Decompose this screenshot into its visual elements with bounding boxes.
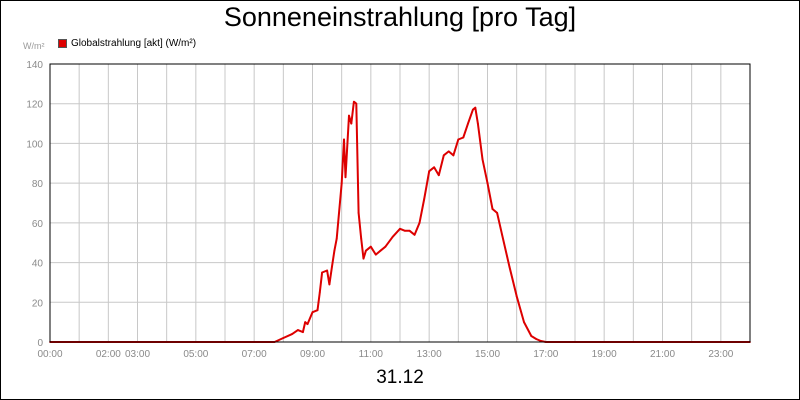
y-axis-unit-label: W/m² (23, 41, 45, 51)
data-point (472, 108, 474, 111)
x-tick-label: 19:00 (592, 349, 617, 360)
x-tick-label: 02:00 (96, 349, 121, 360)
x-tick-label: 00:00 (37, 349, 62, 360)
data-point (474, 106, 477, 109)
data-point (297, 329, 299, 331)
data-point (344, 176, 347, 179)
data-point (282, 337, 285, 339)
y-tick-label: 60 (32, 219, 44, 230)
y-tick-label: 40 (32, 259, 44, 270)
data-point (496, 212, 499, 214)
data-point (404, 229, 406, 232)
data-point (343, 138, 345, 141)
data-point (318, 291, 321, 294)
data-point (423, 198, 426, 200)
x-tick-label: 05:00 (183, 349, 208, 360)
y-tick-label: 120 (26, 100, 43, 111)
chart-title: Sonneneinstrahlung [pro Tag] (223, 2, 577, 32)
data-point (530, 335, 533, 337)
legend-label: Globalstrahlung [akt] (W/m²) (71, 38, 197, 49)
x-tick-label: 13:00 (417, 349, 442, 360)
legend-swatch (58, 39, 67, 48)
x-tick-label: 23:00 (708, 349, 733, 360)
data-point (399, 227, 401, 230)
data-point (355, 102, 358, 105)
data-point (348, 114, 350, 117)
data-point (391, 235, 394, 238)
data-point (428, 170, 431, 173)
x-tick-label: 03:00 (125, 349, 150, 360)
data-point (486, 182, 489, 185)
data-point (357, 212, 360, 214)
data-point (462, 136, 465, 139)
x-tick-label: 21:00 (650, 349, 675, 360)
data-point (306, 323, 309, 326)
data-point (408, 229, 411, 232)
data-point (364, 249, 367, 252)
y-tick-label: 80 (32, 179, 44, 190)
data-point (369, 245, 372, 248)
x-tick-label: 11:00 (359, 349, 384, 360)
data-point (523, 321, 525, 324)
data-point (304, 321, 307, 324)
x-tick-label: 15:00 (475, 349, 500, 360)
legend: Globalstrahlung [akt] (W/m²) (58, 38, 196, 49)
x-tick-label: 09:00 (300, 349, 325, 360)
data-point (535, 338, 538, 340)
y-tick-label: 20 (32, 298, 44, 309)
data-point (374, 253, 377, 256)
data-point (433, 166, 436, 169)
data-point (333, 249, 336, 252)
data-point (331, 265, 333, 268)
data-point (360, 237, 363, 240)
data-point (328, 283, 331, 286)
data-point (418, 221, 421, 224)
data-point (452, 154, 455, 157)
data-point (437, 174, 440, 177)
data-point (457, 138, 460, 141)
data-point (508, 265, 511, 268)
data-point (379, 249, 382, 252)
data-point (539, 340, 542, 342)
data-point (476, 122, 479, 125)
data-point (442, 154, 445, 157)
x-tick-label: 07:00 (242, 349, 267, 360)
data-point (335, 237, 338, 240)
plot-border (49, 63, 751, 343)
data-point (491, 208, 494, 210)
data-point (326, 269, 328, 272)
data-point (301, 331, 304, 333)
x-axis-date-label: 31.12 (376, 367, 424, 388)
data-point (321, 271, 324, 274)
y-tick-label: 0 (37, 338, 43, 349)
data-point (353, 100, 355, 103)
data-point (311, 311, 314, 314)
data-point (515, 295, 518, 298)
data-point (362, 257, 365, 260)
y-tick-label: 100 (26, 139, 43, 150)
data-point (413, 233, 416, 236)
data-point (291, 333, 293, 335)
data-point (481, 158, 484, 161)
data-point (350, 122, 353, 125)
x-tick-label: 17:00 (533, 349, 558, 360)
y-tick-label: 140 (26, 60, 43, 71)
data-point (467, 122, 469, 125)
data-point (501, 233, 503, 236)
data-point (447, 150, 450, 153)
data-point (384, 245, 387, 248)
data-point (316, 309, 319, 312)
data-point (340, 182, 343, 185)
